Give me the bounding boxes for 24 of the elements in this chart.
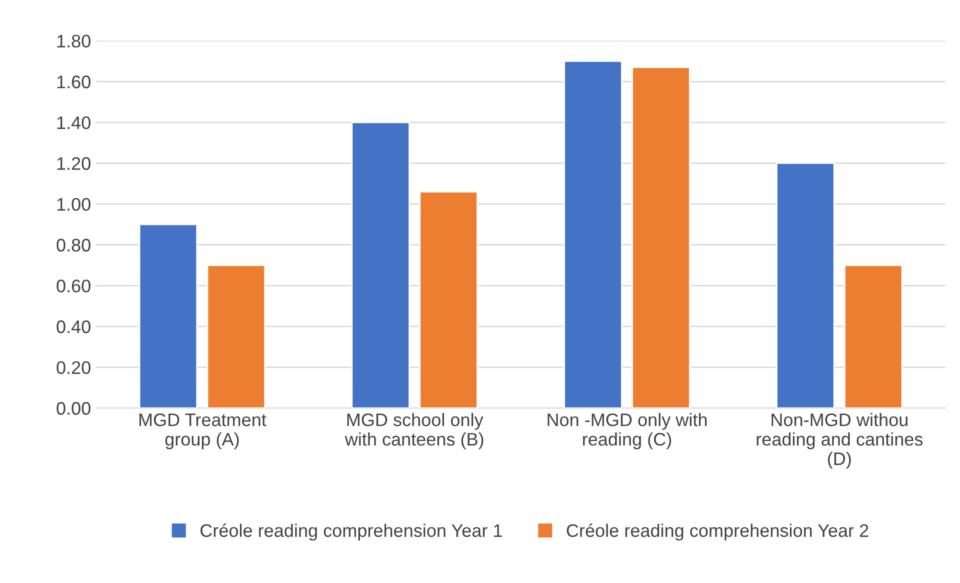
y-tick-label: 0.80 [56, 238, 90, 252]
x-tick-label: Non-MGD withou reading and cantines (D) [756, 412, 923, 469]
bar [632, 66, 690, 408]
legend-label: Créole reading comprehension Year 1 [200, 524, 502, 541]
y-tick-label: 0.20 [56, 361, 90, 374]
bar [206, 264, 266, 408]
bar [138, 224, 198, 408]
y-tick-label: 0.60 [56, 280, 90, 292]
y-tick-label: 0.00 [56, 402, 90, 415]
x-tick-label: MGD Treatment group (A) [139, 413, 266, 450]
y-tick-label: 1.20 [57, 157, 90, 170]
y-tick-label: 1.40 [57, 116, 90, 130]
x-tick-label: MGD school only with canteens (B) [344, 412, 484, 450]
y-tick-label: 1.00 [57, 198, 90, 211]
y-tick-label: 0.40 [56, 320, 90, 334]
y-tick-label: 1.80 [57, 34, 90, 48]
legend-label: Créole reading comprehension Year 2 [566, 524, 868, 541]
bar [844, 264, 903, 408]
bar [351, 122, 410, 408]
x-tick-label: Non -MGD only with reading (C) [548, 412, 707, 450]
bar [419, 191, 478, 408]
y-tick-label: 1.60 [57, 76, 90, 88]
bar [564, 60, 622, 408]
bar [776, 162, 835, 408]
